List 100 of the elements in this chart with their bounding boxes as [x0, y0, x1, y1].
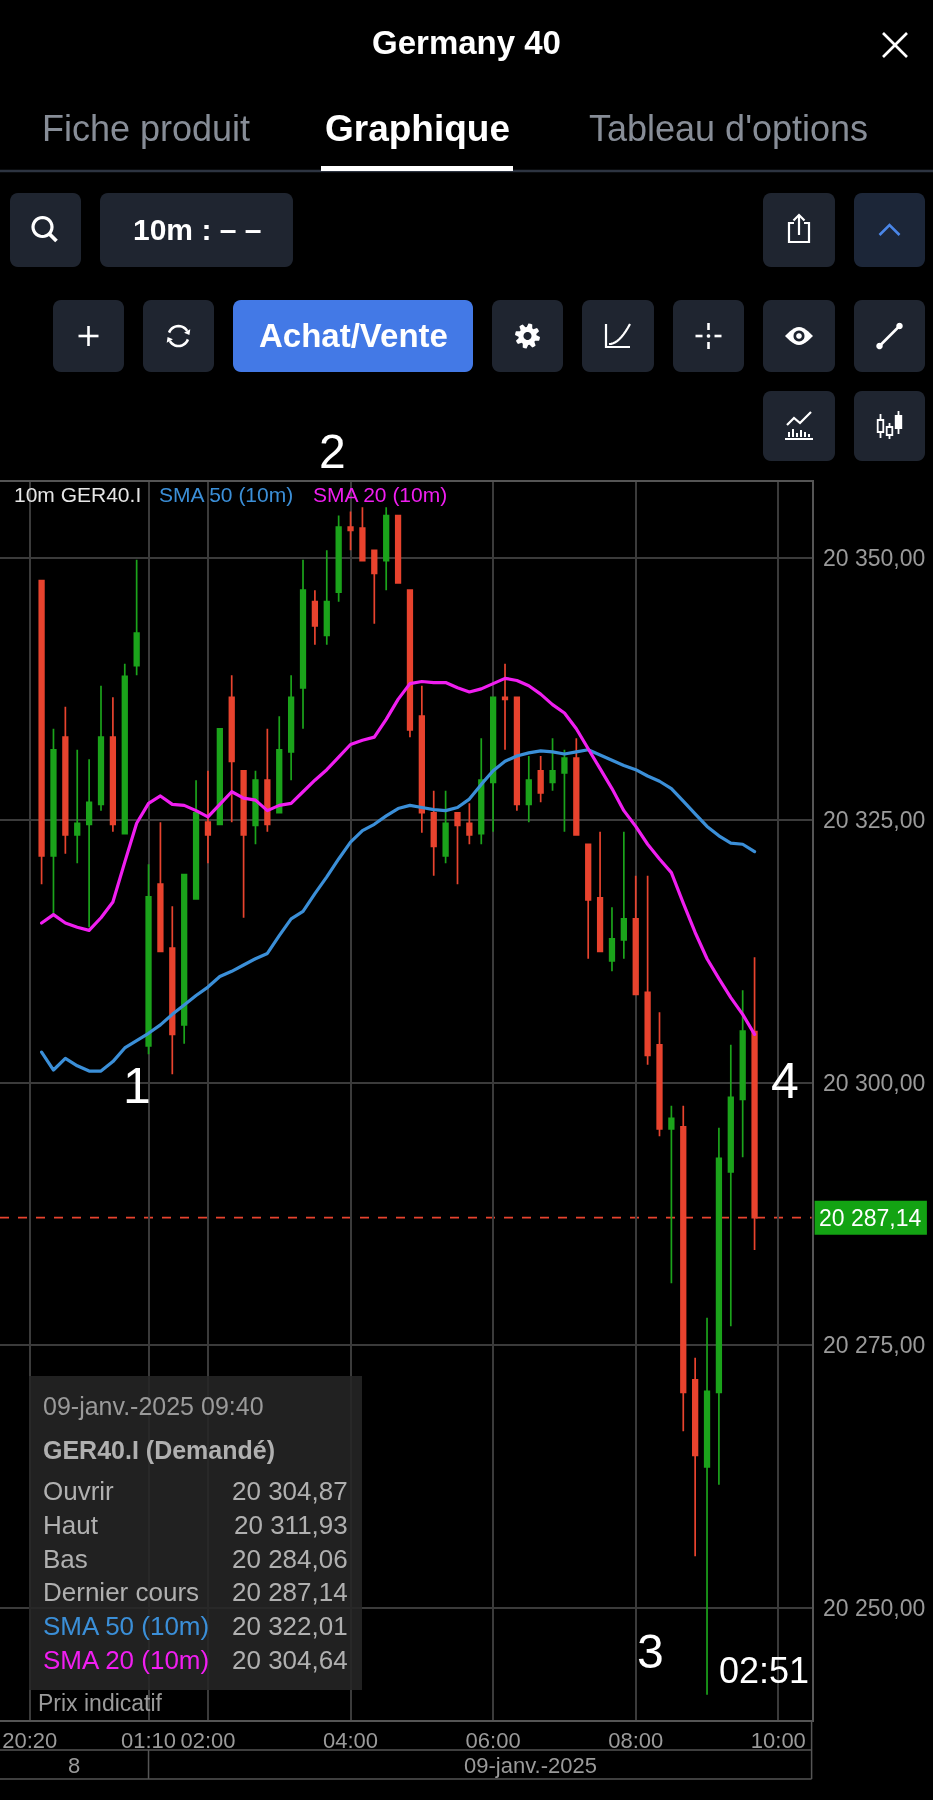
candlestick: [573, 737, 580, 836]
candlestick: [347, 510, 354, 552]
candlestick: [335, 514, 342, 603]
text: Achat/Vente: [259, 317, 448, 354]
candlestick: [490, 696, 497, 833]
annotation: Ouvrir: [43, 1476, 115, 1506]
text: 2: [319, 425, 346, 478]
candlestick: [656, 1011, 663, 1138]
candlestick: [299, 558, 307, 730]
candlestick: [169, 905, 176, 1076]
text: Graphique: [325, 108, 511, 149]
candlestick: [97, 684, 105, 812]
candlestick: [454, 811, 461, 886]
x-tick-label: 06:00: [465, 1728, 521, 1754]
text: SMA 50 (10m): [159, 483, 294, 506]
annotation: Bas: [43, 1544, 88, 1574]
candlestick: [157, 821, 164, 953]
annotation: SMA 20 (10m): [43, 1645, 210, 1675]
candlestick: [549, 737, 556, 792]
candlestick: [406, 589, 414, 739]
annotation: 20 304,87: [232, 1476, 348, 1506]
y-tick-label: 20 350,00: [822, 544, 926, 571]
annotation: 20 311,93: [234, 1510, 348, 1540]
candlestick: [394, 514, 402, 584]
candlestick: [466, 802, 473, 846]
candlestick: [133, 558, 140, 677]
annotation: 09-janv.-2025 09:40: [43, 1392, 264, 1420]
candlestick: [525, 755, 532, 824]
annotation: GER40.I (Demandé): [43, 1436, 276, 1464]
candlestick: [74, 748, 81, 865]
candlestick: [513, 696, 521, 812]
candlestick: [264, 727, 271, 833]
annotation: SMA 50 (10m): [43, 1611, 210, 1641]
annotation: Dernier cours: [43, 1577, 200, 1607]
annotation: Prix indicatif: [38, 1690, 163, 1716]
candlestick: [240, 769, 247, 919]
text: Tableau d'options: [589, 108, 869, 149]
candlestick: [668, 1104, 675, 1285]
candlestick: [252, 769, 259, 846]
candlestick: [703, 1316, 711, 1696]
x-tick-label: 10:00: [750, 1728, 806, 1754]
candlestick: [192, 779, 200, 900]
candlestick: [216, 727, 223, 826]
candlestick: [287, 674, 295, 782]
candlestick: [311, 589, 319, 646]
text: 10m : – –: [133, 213, 262, 246]
candlestick: [145, 863, 152, 1056]
candlestick: [323, 549, 330, 646]
annotation: 02:51: [719, 1650, 810, 1691]
line-series: [39, 676, 757, 1036]
legend-title: 10m GER40.I: [14, 483, 142, 506]
candlestick: [715, 1126, 723, 1486]
candlestick: [85, 758, 93, 929]
annotation: 1: [123, 1058, 151, 1114]
candlestick: [359, 506, 366, 562]
candlestick: [596, 830, 604, 953]
text: Fiche produit: [42, 108, 251, 149]
annotation: 20 322,01: [232, 1611, 348, 1641]
candlestick: [228, 674, 235, 824]
candlestick: [727, 1043, 734, 1328]
candlestick: [478, 737, 485, 846]
x-tick-label: 04:00: [323, 1728, 379, 1754]
annotation: 20 284,06: [232, 1544, 348, 1574]
x-tick-label: 08:00: [608, 1728, 664, 1754]
candlestick: [38, 579, 45, 886]
y-tick-label: 20 250,00: [822, 1594, 926, 1621]
candlestick: [620, 830, 627, 960]
candlestick: [608, 906, 616, 973]
candlestick: [109, 696, 117, 833]
candlestick: [181, 873, 188, 1045]
y-tick-label: 20 275,00: [822, 1332, 926, 1359]
candlestick: [501, 662, 509, 751]
annotation: 20 287,14: [232, 1577, 348, 1607]
candlestick: [418, 684, 425, 834]
annotation: 4: [771, 1053, 799, 1109]
x-tick-label: 02:00: [180, 1728, 236, 1754]
x-tick-label: 20:20: [2, 1728, 58, 1754]
candlestick: [383, 506, 390, 591]
candlestick: [430, 789, 437, 877]
candlestick: [644, 874, 651, 1066]
text: SMA 20 (10m): [313, 483, 448, 506]
annotation: 3: [637, 1625, 664, 1678]
y-tick-label: 20 300,00: [822, 1069, 926, 1096]
text: 09-janv.-2025: [464, 1753, 597, 1778]
candlestick: [692, 1356, 699, 1558]
y-tick-label: 20 325,00: [822, 807, 926, 834]
x-tick-label: 01:10: [121, 1728, 177, 1754]
candlestick: [204, 769, 212, 865]
candlestick: [62, 705, 69, 855]
candlestick: [442, 789, 449, 865]
candlestick: [561, 748, 568, 833]
chart-title: Germany 40: [372, 23, 561, 61]
candlestick: [371, 549, 378, 625]
annotation: 20 304,64: [232, 1645, 348, 1675]
candlestick: [739, 989, 746, 1159]
annotation: Haut: [43, 1510, 99, 1540]
candlestick: [537, 755, 544, 804]
candlestick: [585, 843, 592, 960]
text: 8: [68, 1753, 81, 1778]
candlestick: [276, 715, 283, 814]
